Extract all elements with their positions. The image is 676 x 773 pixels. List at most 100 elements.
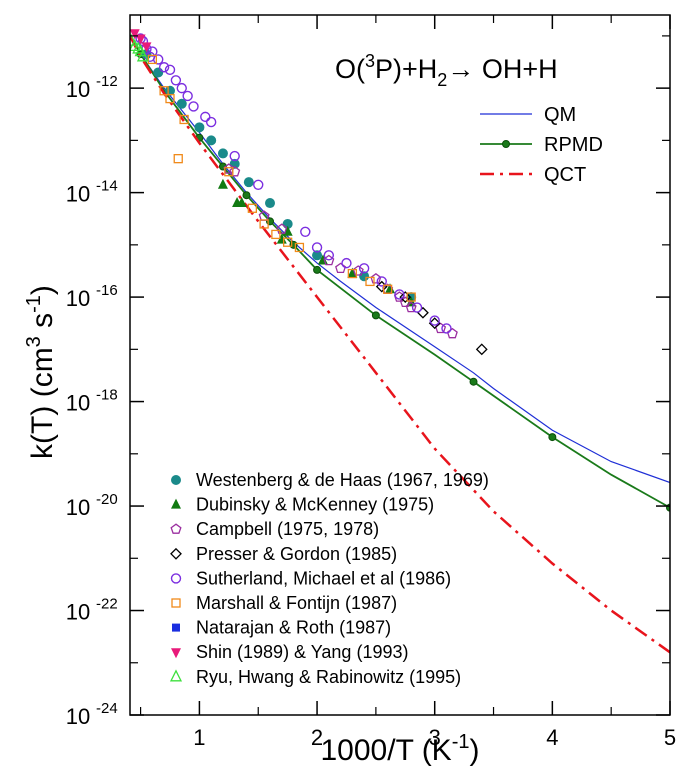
legend-label: Campbell (1975, 1978) (196, 519, 379, 539)
data-point (399, 291, 412, 304)
legend-label-qct: QCT (544, 164, 586, 186)
data-point (136, 49, 149, 62)
data-point (311, 242, 323, 253)
y-tick-exponent: -14 (96, 178, 118, 195)
y-tick-exponent: -20 (96, 491, 118, 508)
data-point (229, 150, 240, 162)
data-point (130, 29, 140, 40)
x-tick-label: 3 (429, 725, 441, 750)
rpmd-marker (548, 433, 557, 442)
data-point (265, 198, 275, 209)
data-point (217, 178, 228, 189)
rpmd-marker (469, 377, 478, 386)
data-point (382, 284, 393, 294)
data-point (411, 302, 423, 313)
rpmd-marker (242, 191, 251, 200)
plot-content (130, 29, 670, 654)
data-point (429, 315, 440, 326)
data-point (223, 163, 235, 174)
data-point (475, 343, 488, 356)
data-point (358, 263, 370, 274)
legend-marker (170, 523, 182, 534)
rpmd-marker (313, 265, 322, 274)
data-point (205, 116, 217, 128)
data-point (335, 262, 347, 274)
plot-frame (129, 14, 671, 716)
data-point (312, 250, 323, 261)
data-point (165, 93, 175, 104)
axis-ticks (130, 15, 671, 716)
y-tick-exponent: -18 (96, 387, 118, 404)
experiment-legend: Westenberg & de Haas (1967, 1969) Dubinsk… (169, 470, 489, 687)
y-tick-label: 10 (66, 286, 90, 311)
data-point (406, 292, 416, 302)
data-point (300, 226, 311, 237)
data-point (194, 122, 205, 133)
legend-marker (170, 573, 182, 584)
data-point (236, 197, 247, 208)
y-tick-label: 10 (66, 600, 90, 625)
data-point (182, 90, 193, 102)
data-point (294, 242, 305, 253)
legend-label: Sutherland, Michael et al (1986) (196, 568, 451, 588)
legend-label-rpmd: RPMD (544, 134, 603, 156)
legend-label: Marshall & Fontijn (1987) (196, 593, 397, 613)
data-point (188, 101, 199, 112)
data-point (323, 250, 335, 261)
data-point (206, 135, 217, 146)
x-axis-title: 1000/T (K-1) (321, 731, 480, 767)
chart-title: O(3P)+H2→ OH+H (335, 51, 558, 90)
y-tick-exponent: -12 (96, 73, 118, 90)
data-point (428, 317, 441, 330)
rpmd-marker (371, 311, 380, 320)
data-point (385, 283, 395, 294)
data-point (271, 229, 281, 240)
data-point (243, 177, 254, 188)
data-point (153, 54, 164, 65)
y-tick-label: 10 (66, 495, 90, 520)
legend-marker (170, 547, 182, 560)
x-tick-label: 5 (664, 725, 676, 750)
legend-label: Dubinsky & McKenney (1975) (196, 495, 434, 515)
data-point (164, 64, 176, 76)
legend-label: Natarajan & Roth (1987) (196, 618, 391, 638)
legend-marker (171, 498, 181, 509)
y-tick-label: 10 (66, 77, 90, 102)
legend-label: Shin (1989) & Yang (1993) (196, 642, 408, 662)
data-point (132, 41, 145, 54)
legend-marker (171, 475, 181, 485)
data-point (399, 296, 411, 308)
data-point (217, 148, 228, 159)
data-point (446, 327, 458, 339)
data-point (229, 165, 241, 177)
x-tick-label: 2 (311, 725, 323, 750)
y-axis-title: k(T) (cm3 s-1) (23, 285, 59, 459)
data-point (141, 42, 152, 53)
data-point (276, 223, 288, 234)
data-point (158, 62, 170, 73)
data-point (352, 265, 364, 276)
plot-series (130, 29, 670, 654)
y-tick-label: 10 (66, 182, 90, 207)
y-tick-label: 10 (66, 704, 90, 729)
y-tick-exponent: -24 (96, 700, 118, 717)
data-point (176, 82, 187, 94)
data-point (376, 276, 387, 287)
data-point (394, 289, 405, 300)
x-tick-label: 1 (193, 725, 205, 750)
data-point (365, 276, 375, 287)
data-point (347, 268, 358, 279)
data-point (153, 67, 164, 78)
y-tick-exponent: -22 (96, 596, 118, 613)
y-tick-exponent: -16 (96, 282, 118, 299)
data-point (130, 33, 138, 46)
data-point (179, 114, 189, 125)
legend-marker (171, 648, 181, 659)
legend-label: Westenberg & de Haas (1967, 1969) (196, 470, 489, 490)
data-point (159, 86, 169, 96)
legend-label-qm: QM (544, 104, 576, 126)
data-point (405, 301, 417, 313)
data-point (224, 167, 234, 177)
